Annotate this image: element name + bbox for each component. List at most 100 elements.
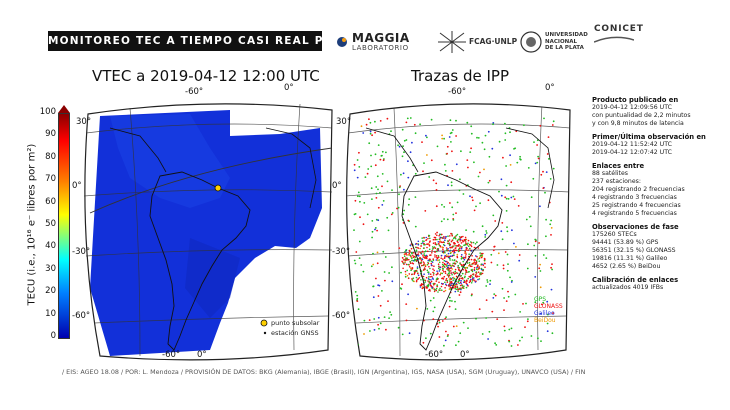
ipp-trace-dot (447, 249, 449, 252)
colorbar-tick: 90 (45, 129, 56, 140)
ipp-trace-dot (353, 259, 356, 262)
ipp-trace-dot (456, 239, 459, 242)
ipp-trace-dot (437, 267, 440, 270)
ipp-trace-dot (533, 244, 536, 247)
ipp-trace-dot (407, 254, 410, 256)
ipp-trace-dot (360, 264, 363, 266)
ipp-trace-dot (454, 300, 456, 303)
ipp-trace-dot (444, 256, 446, 258)
vtec-map (83, 103, 333, 361)
ipp-trace-dot (472, 273, 475, 275)
ipp-trace-dot (547, 136, 550, 138)
ipp-trace-dot (451, 300, 453, 302)
ipp-trace-dot (480, 254, 482, 257)
ipp-trace-dot (459, 332, 462, 335)
info-line: 56351 (32.15 %) GLONASS (592, 247, 676, 254)
info-observation: Primer/Última observación en 2019-04-12 … (592, 133, 728, 157)
ipp-trace-dot (470, 282, 473, 284)
ipp-trace-dot (449, 255, 452, 257)
colorbar-tick: 10 (45, 308, 56, 319)
ipp-trace-dot (430, 284, 432, 287)
ipp-trace-dot (431, 275, 433, 278)
ipp-trace-dot (405, 303, 408, 305)
ipp-trace-dot (449, 257, 451, 260)
ipp-trace-dot (415, 249, 418, 251)
ipp-trace-dot (371, 230, 374, 233)
info-line: 19816 (11.31 %) Galileo (592, 255, 668, 262)
ipp-trace-dot (451, 170, 454, 172)
ipp-trace-dot (527, 318, 529, 320)
ipp-trace-dot (546, 153, 549, 155)
ipp-trace-dot (481, 272, 484, 275)
ipp-trace-dot (449, 299, 451, 302)
ipp-trace-dot (481, 141, 484, 144)
ipp-trace-dot (438, 241, 441, 243)
ipp-trace-dot (425, 254, 428, 257)
ipp-trace-dot (411, 278, 413, 280)
ipp-trace-dot (467, 285, 469, 287)
ipp-trace-dot (436, 257, 439, 260)
ipp-trace-dot (430, 262, 433, 265)
ipp-trace-dot (432, 297, 435, 299)
ipp-trace-dot (398, 247, 401, 250)
ipp-trace-dot (405, 139, 408, 141)
ipp-trace-dot (446, 281, 449, 283)
ipp-trace-dot (485, 230, 488, 232)
ipp-trace-dot (406, 257, 408, 259)
ipp-trace-dot (424, 251, 426, 253)
ipp-trace-dot (358, 240, 361, 243)
subsolar-point-marker (214, 184, 222, 192)
ipp-trace-dot (423, 236, 425, 239)
ipp-trace-dot (445, 316, 447, 318)
ipp-trace-dot (551, 332, 554, 335)
ipp-trace-dot (455, 234, 457, 237)
ipp-trace-dot (551, 268, 553, 271)
ipp-trace-dot (498, 140, 501, 143)
ipp-trace-dot (513, 242, 515, 245)
ipp-trace-dot (507, 198, 510, 200)
ipp-trace-dot (369, 132, 372, 135)
ipp-trace-dot (501, 238, 504, 241)
ipp-trace-dot (371, 236, 373, 239)
ipp-trace-dot (477, 175, 480, 178)
ipp-trace-dot (370, 187, 373, 190)
ipp-trace-dot (441, 283, 444, 285)
ipp-trace-dot (476, 255, 478, 258)
ipp-trace-dot (530, 335, 533, 337)
ipp-trace-dot (488, 155, 491, 158)
ipp-trace-dot (358, 195, 361, 198)
ipp-trace-dot (460, 282, 462, 285)
ipp-trace-dot (379, 120, 382, 122)
ipp-trace-dot (390, 313, 393, 316)
ipp-trace-dot (403, 151, 405, 154)
ipp-trace-dot (420, 245, 422, 247)
ipp-trace-dot (547, 313, 549, 316)
ipp-trace-dot (421, 258, 424, 260)
ipp-trace-dot (438, 319, 440, 322)
ipp-trace-dot (420, 260, 423, 262)
ipp-trace-dot (510, 327, 513, 330)
ipp-trace-dot (446, 262, 449, 265)
ipp-trace-dot (426, 154, 428, 156)
ipp-trace-dot (416, 307, 418, 310)
ipp-trace-dot (448, 271, 451, 273)
ipp-trace-dot (433, 236, 436, 239)
ipp-trace-dot (432, 238, 435, 241)
ipp-trace-dot (376, 175, 379, 178)
ipp-trace-dot (404, 270, 407, 273)
ipp-trace-dot (456, 261, 459, 263)
ipp-trace-dot (424, 257, 426, 259)
ipp-trace-dot (414, 196, 417, 198)
ipp-trace-dot (443, 237, 445, 239)
ipp-trace-dot (455, 325, 458, 327)
ipp-trace-dot (443, 137, 445, 140)
ipp-trace-dot (403, 263, 405, 265)
ipp-trace-dot (449, 282, 451, 285)
info-line: 4 registrando 3 frecuencias (592, 194, 677, 201)
ipp-trace-dot (487, 181, 490, 184)
ipp-trace-dot (456, 286, 459, 289)
ipp-trace-dot (428, 289, 430, 292)
ipp-trace-dot (377, 206, 380, 209)
ipp-trace-dot (527, 243, 529, 246)
ipp-trace-dot (470, 250, 473, 252)
